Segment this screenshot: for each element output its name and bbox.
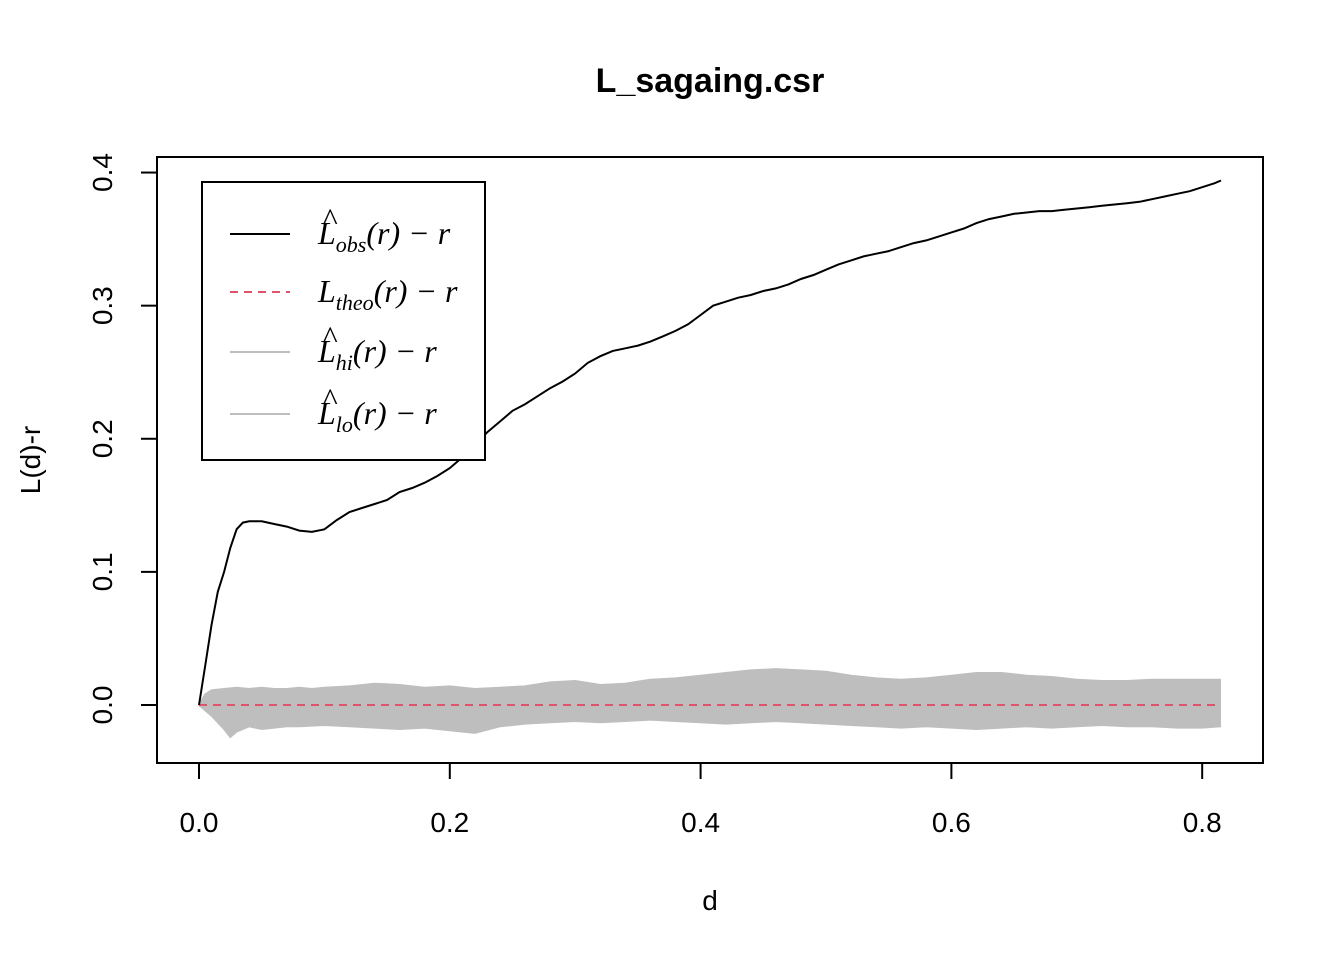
envelope-band-layer: [199, 669, 1221, 737]
legend-hat-lo: ^: [322, 381, 338, 417]
legend-label-lo: Llo(r) − r: [317, 395, 437, 437]
legend-label-obs: Lobs(r) − r: [317, 215, 451, 257]
y-tick-label: 0.2: [87, 419, 118, 458]
chart-title: L_sagaing.csr: [596, 62, 825, 100]
x-tick-label: 0.4: [681, 807, 720, 838]
y-axis: 0.0 0.1 0.2 0.3 0.4: [87, 153, 158, 725]
x-tick-label: 0.6: [932, 807, 971, 838]
legend-label-theo: Ltheo(r) − r: [317, 273, 458, 315]
series-lines-layer: [198, 179, 1222, 739]
envelope-band: [199, 669, 1221, 737]
series-line-lo: [198, 704, 1222, 739]
y-axis-label: L(d)-r: [15, 426, 46, 494]
y-tick-label: 0.3: [87, 286, 118, 325]
legend-label-hi: Lhi(r) − r: [317, 333, 437, 375]
legend-hat-obs: ^: [322, 201, 338, 237]
x-axis: 0.0 0.2 0.4 0.6 0.8: [180, 762, 1222, 838]
series-line-obs: [198, 179, 1222, 706]
x-tick-label: 0.0: [180, 807, 219, 838]
series-line-hi: [198, 668, 1221, 706]
y-tick-label: 0.4: [87, 153, 118, 192]
x-axis-label: d: [702, 885, 718, 916]
y-tick-label: 0.0: [87, 686, 118, 725]
x-tick-label: 0.8: [1183, 807, 1222, 838]
y-tick-label: 0.1: [87, 552, 118, 591]
x-tick-label: 0.2: [430, 807, 469, 838]
legend-hat-hi: ^: [322, 319, 338, 355]
